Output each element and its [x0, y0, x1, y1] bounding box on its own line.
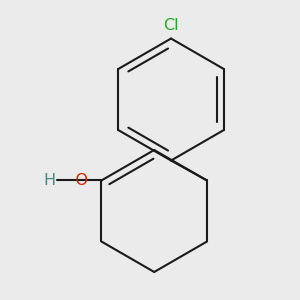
Text: Cl: Cl: [163, 19, 179, 34]
Text: H: H: [43, 173, 55, 188]
Text: O: O: [55, 173, 88, 188]
